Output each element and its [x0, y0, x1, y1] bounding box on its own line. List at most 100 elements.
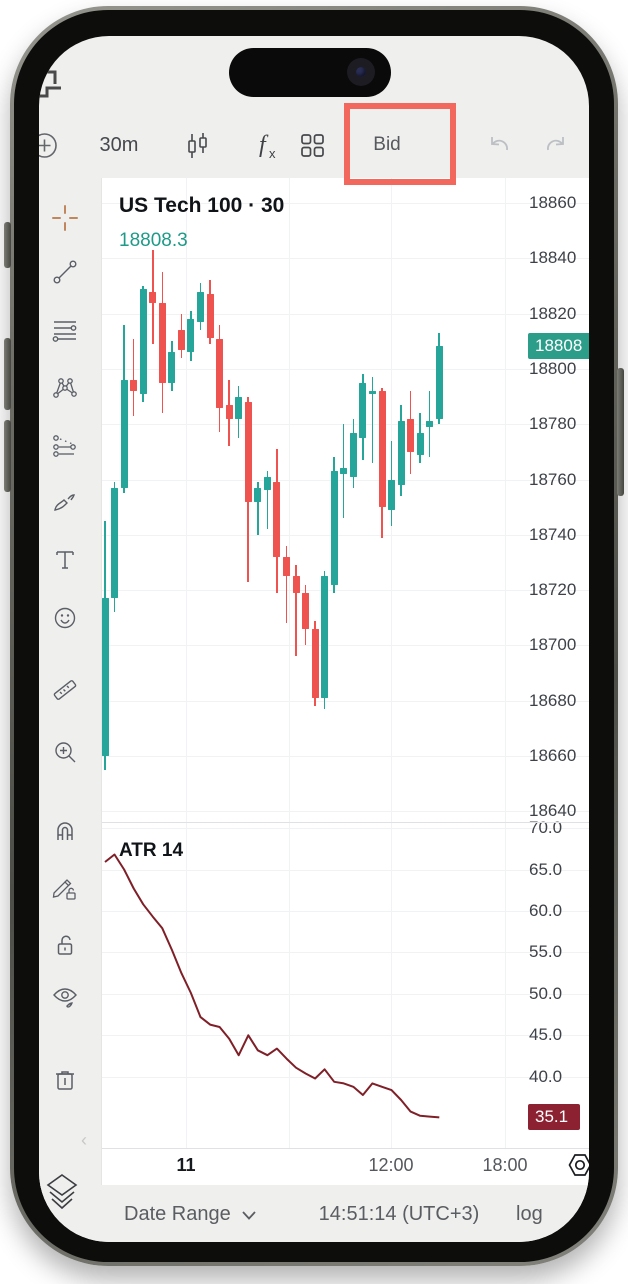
trend-line-tool[interactable]	[52, 259, 78, 285]
projection-tool[interactable]	[52, 433, 78, 459]
chart-title: US Tech 100 · 30	[119, 194, 285, 217]
bottom-bar: Date Range 14:51:14 (UTC+3) log	[39, 1185, 589, 1242]
atr-axis-label: 55.0	[529, 942, 563, 962]
gridline	[289, 178, 290, 1148]
candle-body	[340, 468, 348, 474]
candle-body	[225, 404, 233, 419]
candle-body	[235, 396, 243, 419]
gridline	[101, 910, 589, 912]
ruler-tool[interactable]	[52, 677, 78, 703]
candle-body	[139, 288, 147, 394]
last-price-badge: 18808	[528, 333, 589, 359]
object-tree-layers-icon[interactable]	[45, 1172, 79, 1216]
magnet-tool[interactable]	[52, 817, 78, 843]
log-scale-toggle[interactable]: log	[516, 1203, 543, 1225]
atr-axis-label: 40.0	[529, 1066, 563, 1086]
chart-last-price: 18808.3	[119, 230, 188, 251]
gridline	[101, 590, 589, 592]
redo-icon[interactable]	[542, 133, 569, 157]
price-axis-label: 18800	[529, 358, 577, 378]
candle-body	[368, 391, 376, 394]
gridline	[101, 700, 589, 702]
gridline	[101, 645, 589, 647]
candle-body	[302, 592, 310, 629]
text-tool[interactable]	[52, 547, 78, 573]
atr-axis-label: 45.0	[529, 1025, 563, 1045]
gridline	[101, 1076, 589, 1078]
svg-text:f: f	[259, 132, 269, 158]
candle-body	[158, 302, 166, 383]
fib-retracement-tool[interactable]	[52, 317, 78, 343]
candle-body	[407, 418, 415, 452]
candle-wick	[257, 482, 259, 535]
draw-lock-tool[interactable]	[52, 875, 78, 901]
candle-body	[177, 330, 185, 350]
xabcd-pattern-tool[interactable]	[52, 375, 78, 401]
emoji-tool[interactable]	[52, 605, 78, 631]
undo-icon[interactable]	[486, 133, 513, 157]
fx-indicators-icon[interactable]: f x	[251, 129, 285, 163]
timeframe-button[interactable]: 30m	[99, 134, 139, 156]
atr-value-badge: 35.1	[528, 1104, 580, 1131]
date-range-button[interactable]: Date Range	[124, 1203, 257, 1226]
candle-wick	[371, 377, 374, 463]
candle-body	[426, 421, 434, 427]
brush-tool[interactable]	[52, 489, 78, 515]
lock-all-tool[interactable]	[52, 932, 78, 958]
atr-line	[104, 853, 440, 1119]
zoom-in-tool[interactable]	[52, 739, 78, 765]
candlestick-style-icon[interactable]	[182, 131, 212, 161]
price-axis-label: 18780	[529, 414, 577, 434]
gridline	[101, 993, 589, 995]
price-axis-label: 18820	[529, 303, 577, 323]
chevron-left-icon[interactable]: ‹	[81, 1130, 87, 1150]
time-axis-settings-gear-icon[interactable]	[566, 1151, 589, 1179]
candle-wick	[285, 545, 288, 624]
gridline	[101, 1035, 589, 1037]
candle-body	[197, 291, 204, 322]
bid-button[interactable]: Bid	[373, 134, 401, 155]
candle-body	[330, 471, 338, 585]
front-camera	[347, 58, 375, 86]
gridline	[391, 178, 392, 1148]
time-axis-divider	[101, 1148, 589, 1149]
gridline	[101, 952, 589, 954]
candle-body	[187, 319, 195, 353]
atr-axis-label: 70.0	[529, 818, 563, 837]
remove-drawings-tool[interactable]	[52, 1067, 78, 1093]
gridline	[101, 368, 589, 370]
candle-body	[120, 380, 128, 488]
time-axis-label: 11	[176, 1155, 196, 1175]
candle-body	[216, 338, 224, 408]
indicator-title: ATR 14	[119, 840, 184, 861]
gridline	[101, 869, 589, 871]
candle-body	[254, 487, 262, 502]
atr-axis-label: 65.0	[529, 859, 563, 879]
price-axis-label: 18660	[529, 746, 577, 765]
top-toolbar: 30m f x Bid	[39, 36, 589, 178]
action-button	[4, 222, 11, 268]
candle-wick	[295, 565, 297, 657]
candle-body	[111, 487, 118, 599]
screen: US Tech 100 30m f x	[39, 36, 589, 1242]
gridline	[101, 828, 589, 829]
layout-grid-icon[interactable]	[299, 132, 326, 159]
gridline	[101, 424, 589, 426]
svg-text:x: x	[269, 146, 276, 161]
corner-logo-fragment	[39, 70, 61, 98]
crosshair-tool[interactable]	[52, 205, 78, 231]
gridline	[101, 313, 589, 315]
price-axis-label: 18840	[529, 248, 577, 268]
candle-body	[292, 576, 300, 593]
gridline	[101, 811, 589, 813]
clock[interactable]: 14:51:14 (UTC+3)	[318, 1203, 480, 1225]
dynamic-island	[229, 48, 391, 97]
gridline	[505, 178, 506, 1148]
price-axis-label: 18740	[529, 524, 577, 544]
gridline	[186, 178, 187, 1148]
hide-drawings-tool[interactable]	[52, 985, 78, 1011]
candle-body	[397, 421, 405, 485]
pane-divider[interactable]	[101, 822, 589, 823]
add-symbol-button[interactable]	[39, 132, 58, 159]
atr-axis-label: 50.0	[529, 983, 563, 1003]
